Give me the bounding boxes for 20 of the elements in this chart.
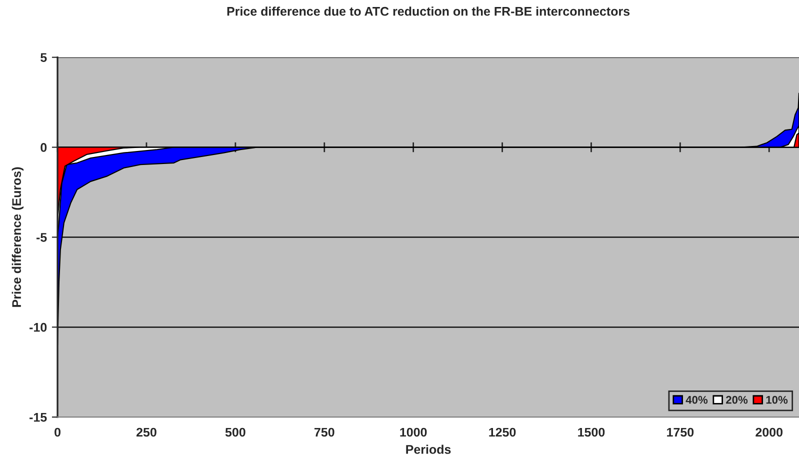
x-tick-label: 250 xyxy=(136,428,156,437)
legend-label: 40% xyxy=(686,396,708,404)
x-tick-label: 1500 xyxy=(578,428,605,437)
chart-title: Price difference due to ATC reduction on the FR-BE interconnectors xyxy=(227,6,630,16)
y-tick-label: -10 xyxy=(30,322,47,332)
y-axis-title: Price difference (Euros) xyxy=(12,167,24,307)
x-tick-label: 1000 xyxy=(400,428,427,437)
legend-label: 10% xyxy=(766,396,788,404)
y-tick-label: -15 xyxy=(30,413,47,422)
x-tick-label: 1250 xyxy=(489,428,516,437)
x-tick-label: 1750 xyxy=(667,428,694,437)
x-tick-label: 500 xyxy=(225,428,246,437)
x-tick-label: 750 xyxy=(314,428,334,437)
legend-label: 20% xyxy=(726,396,748,404)
y-tick-label: 5 xyxy=(40,53,47,62)
y-tick-label: -5 xyxy=(36,233,47,242)
x-axis-title: Periods xyxy=(406,444,451,454)
y-tick-label: 0 xyxy=(40,143,47,152)
x-tick-label: 0 xyxy=(54,428,60,437)
x-tick-label: 2000 xyxy=(756,428,783,437)
